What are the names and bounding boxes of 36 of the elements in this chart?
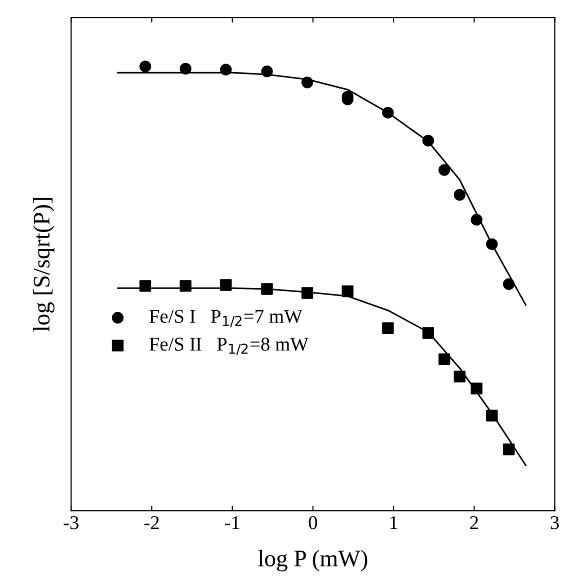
- point: [486, 410, 498, 422]
- point: [438, 164, 450, 176]
- point: [454, 370, 466, 382]
- point: [454, 189, 466, 201]
- x-tick-label: -2: [144, 516, 159, 530]
- x-tick-label: 1: [390, 516, 398, 530]
- point: [139, 280, 152, 292]
- point: [470, 382, 482, 394]
- x-tick-label: 2: [470, 516, 478, 530]
- point: [180, 280, 192, 292]
- point: [470, 214, 482, 226]
- point: [502, 444, 515, 456]
- point: [301, 287, 314, 299]
- point: [382, 106, 394, 119]
- point: [180, 62, 192, 75]
- point: [502, 278, 515, 290]
- point: [342, 285, 354, 298]
- point: [261, 283, 273, 295]
- x-tick-label: 0: [308, 516, 318, 530]
- y-axis-title: log [S/sqrt(P)]: [32, 198, 54, 332]
- point: [139, 60, 152, 72]
- point: [220, 64, 232, 76]
- x-axis-title: log P (mW): [258, 550, 368, 572]
- point: [438, 353, 450, 366]
- point: [422, 327, 434, 339]
- legend-label: Fe/S I P$_{1/2}$=7 mW: [149, 310, 302, 328]
- x-tick-label: -3: [64, 516, 78, 530]
- point: [220, 279, 232, 291]
- point: [486, 238, 498, 250]
- point: [422, 134, 434, 147]
- point: [382, 322, 394, 334]
- legend-label: Fe/S II P$_{1/2}$=8 mW: [149, 338, 308, 356]
- x-tick-label: 3: [550, 516, 559, 530]
- x-tick-label: -1: [224, 516, 240, 530]
- point: [301, 76, 314, 88]
- point: [261, 66, 273, 78]
